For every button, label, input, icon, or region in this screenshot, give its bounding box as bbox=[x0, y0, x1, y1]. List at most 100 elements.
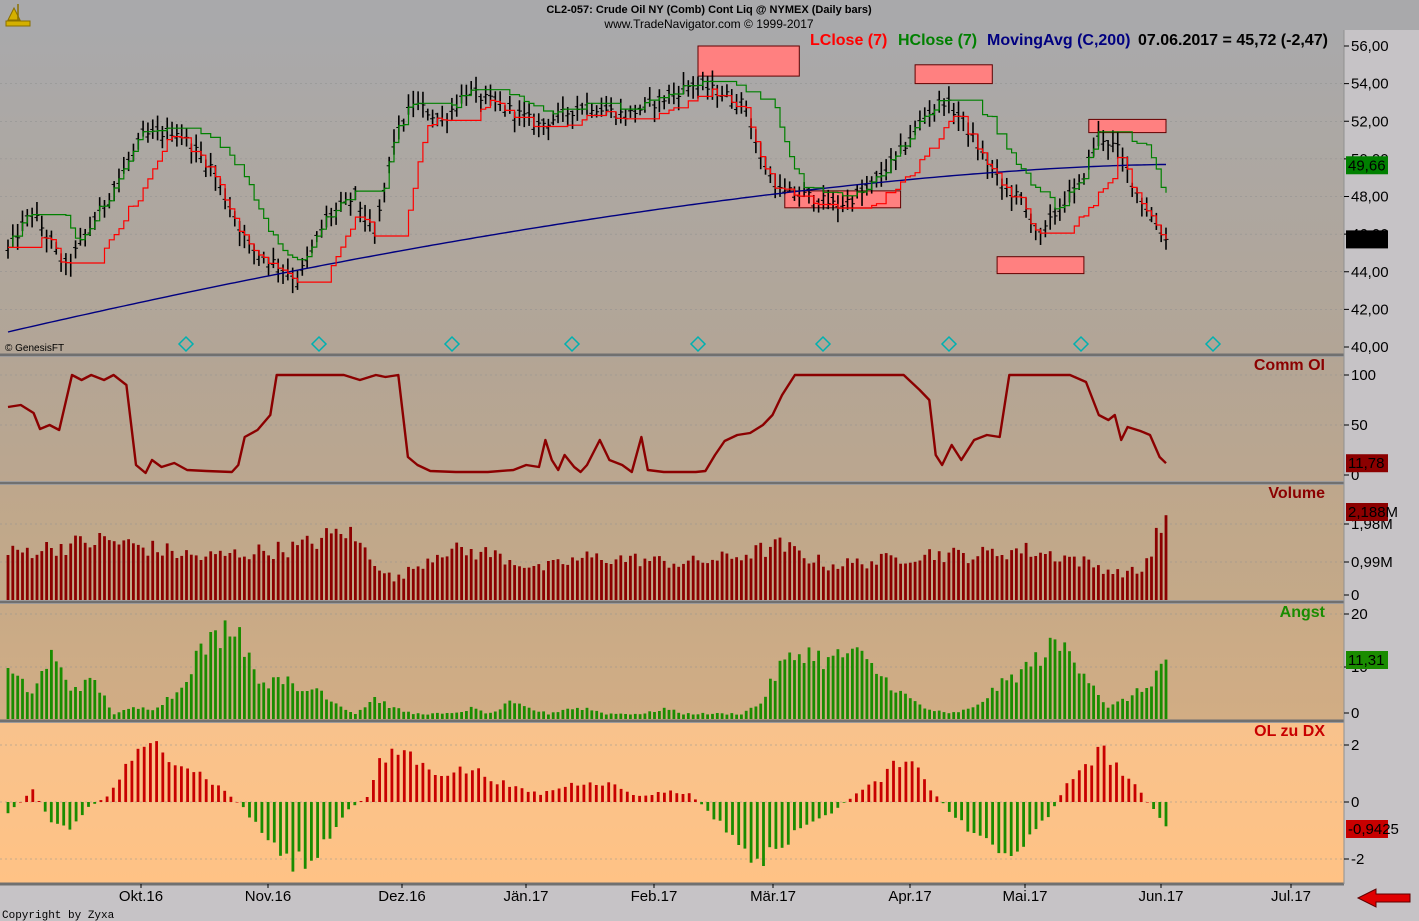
indicator-bar bbox=[537, 564, 541, 600]
indicator-bar bbox=[1102, 745, 1106, 802]
indicator-bar bbox=[865, 568, 869, 600]
y-tick-label: 48,00 bbox=[1351, 189, 1389, 206]
indicator-bar bbox=[111, 787, 115, 802]
indicator-bar bbox=[1034, 652, 1038, 719]
indicator-bar bbox=[582, 784, 586, 802]
indicator-bar bbox=[165, 543, 169, 600]
indicator-bar bbox=[1121, 698, 1124, 719]
chart-header-line2: www.TradeNavigator.com © 1999-2017 bbox=[603, 17, 813, 31]
indicator-bar bbox=[653, 712, 656, 719]
indicator-bar bbox=[875, 564, 878, 600]
indicator-bar bbox=[1034, 556, 1038, 600]
indicator-bar bbox=[561, 564, 565, 600]
indicator-bar bbox=[971, 707, 975, 719]
scroll-right-arrow-icon[interactable] bbox=[1356, 888, 1411, 908]
indicator-bar bbox=[576, 785, 580, 802]
indicator-bar bbox=[759, 542, 763, 600]
indicator-bar bbox=[243, 556, 246, 600]
svg-text:11,78: 11,78 bbox=[1348, 455, 1384, 472]
price-bar bbox=[608, 97, 614, 119]
indicator-bar bbox=[812, 661, 816, 719]
indicator-bar bbox=[43, 802, 47, 812]
y-tick-label: 42,00 bbox=[1351, 301, 1389, 318]
indicator-bar bbox=[918, 560, 922, 600]
indicator-bar bbox=[841, 566, 845, 600]
indicator-bar bbox=[604, 714, 608, 719]
indicator-bar bbox=[1159, 532, 1163, 600]
indicator-bar bbox=[889, 690, 893, 719]
indicator-bar bbox=[686, 713, 690, 719]
value-labels: 49,66 45,72 11,78 2,188M 11,31 -0,9425 bbox=[1346, 156, 1399, 838]
indicator-bar bbox=[952, 712, 956, 719]
indicator-bar bbox=[542, 711, 545, 719]
indicator-bar bbox=[1048, 637, 1052, 719]
indicator-bar bbox=[384, 762, 388, 802]
indicator-bar bbox=[1039, 665, 1042, 719]
legend-moving-average: MovingAvg (C,200) bbox=[987, 32, 1130, 49]
indicator-bar bbox=[855, 793, 858, 802]
indicator-bar bbox=[21, 552, 24, 600]
indicator-bar bbox=[625, 791, 629, 802]
indicator-bar bbox=[1154, 527, 1158, 600]
price-bar bbox=[1115, 131, 1121, 159]
indicator-bar bbox=[1015, 548, 1018, 600]
indicator-bar bbox=[354, 714, 357, 719]
price-bar bbox=[685, 80, 691, 97]
y-tick-label: 0,99M bbox=[1351, 554, 1393, 571]
indicator-bar bbox=[754, 545, 758, 600]
indicator-bar bbox=[867, 784, 871, 802]
indicator-bar bbox=[54, 555, 58, 600]
indicator-bar bbox=[513, 565, 516, 600]
indicator-bar bbox=[715, 560, 719, 600]
indicator-bar bbox=[836, 568, 840, 600]
indicator-bar bbox=[192, 772, 196, 802]
price-bar bbox=[545, 118, 551, 141]
price-bar bbox=[1110, 130, 1116, 153]
event-marker-icon bbox=[689, 335, 707, 353]
indicator-bar bbox=[514, 786, 518, 802]
indicator-bar bbox=[450, 713, 454, 719]
indicator-bar bbox=[744, 554, 748, 600]
indicator-bar bbox=[609, 564, 613, 600]
indicator-bar bbox=[1024, 661, 1028, 719]
indicator-bar bbox=[458, 766, 462, 802]
indicator-bar bbox=[942, 712, 946, 719]
indicator-bar bbox=[894, 692, 898, 719]
indicator-bar bbox=[320, 690, 323, 719]
indicator-bar bbox=[537, 711, 541, 719]
indicator-bar bbox=[551, 712, 555, 719]
price-bar bbox=[705, 75, 711, 100]
indicator-bar bbox=[1040, 802, 1044, 821]
indicator-bar bbox=[656, 792, 660, 802]
indicator-bar bbox=[175, 692, 179, 719]
indicator-bar bbox=[918, 704, 922, 719]
indicator-bar bbox=[151, 710, 155, 719]
indicator-bar bbox=[1016, 802, 1019, 852]
indicator-bar bbox=[730, 713, 734, 719]
indicator-bar bbox=[773, 539, 777, 600]
indicator-bar bbox=[997, 802, 1001, 854]
indicator-bar bbox=[1034, 802, 1038, 830]
indicator-bar bbox=[378, 570, 381, 600]
indicator-bar bbox=[762, 802, 765, 866]
indicator-bar bbox=[436, 712, 439, 719]
indicator-bar bbox=[991, 802, 994, 845]
indicator-bar bbox=[392, 581, 396, 600]
indicator-bar bbox=[484, 547, 488, 600]
event-marker-icon bbox=[1072, 335, 1090, 353]
indicator-bar bbox=[744, 710, 748, 719]
indicator-bar bbox=[542, 570, 545, 600]
lclose-line bbox=[8, 88, 1167, 283]
indicator-bar bbox=[1015, 682, 1018, 719]
price-bar bbox=[849, 195, 855, 212]
indicator-bar bbox=[797, 654, 801, 719]
indicator-bar bbox=[797, 550, 801, 600]
commoi-title: Comm OI bbox=[1254, 357, 1325, 374]
indicator-bar bbox=[933, 560, 936, 600]
indicator-bar bbox=[1019, 553, 1023, 600]
y-tick-label: 44,00 bbox=[1351, 264, 1389, 281]
price-bar bbox=[676, 85, 682, 111]
indicator-bar bbox=[1087, 559, 1091, 600]
indicator-bar bbox=[310, 543, 314, 600]
indicator-bar bbox=[1046, 802, 1050, 818]
